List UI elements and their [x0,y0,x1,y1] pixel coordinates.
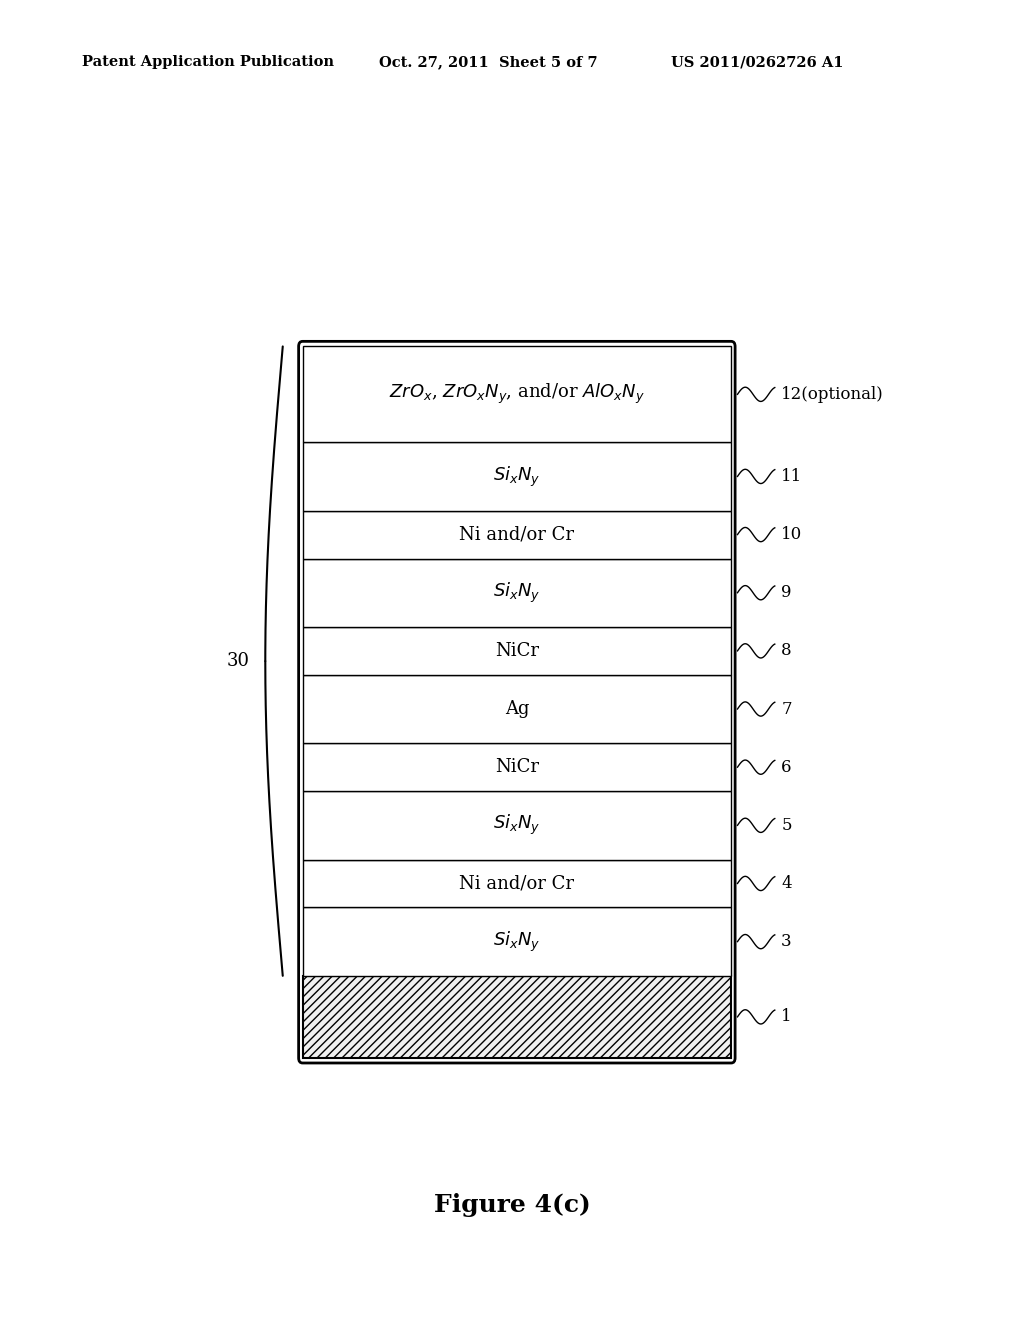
Text: Oct. 27, 2011  Sheet 5 of 7: Oct. 27, 2011 Sheet 5 of 7 [379,55,598,70]
Text: 4: 4 [781,875,792,892]
Text: 9: 9 [781,585,792,601]
Text: 8: 8 [781,643,792,660]
Text: Ag: Ag [505,700,529,718]
Text: 12(optional): 12(optional) [781,385,884,403]
Text: 3: 3 [781,933,792,950]
Bar [303,907,731,975]
Text: US 2011/0262726 A1: US 2011/0262726 A1 [671,55,843,70]
Text: Ni and/or Cr: Ni and/or Cr [460,874,574,892]
Bar [303,791,731,859]
Bar [303,627,731,675]
Text: NiCr: NiCr [495,758,539,776]
Text: $Si_xN_y$: $Si_xN_y$ [494,465,541,488]
Bar [303,346,731,442]
Text: Figure 4(c): Figure 4(c) [433,1193,591,1217]
Bar [303,675,731,743]
Bar [303,859,731,907]
Bar [303,511,731,558]
Text: 30: 30 [226,652,250,671]
Text: Ni and/or Cr: Ni and/or Cr [460,525,574,544]
Text: 11: 11 [781,467,803,484]
Text: $Si_xN_y$: $Si_xN_y$ [494,813,541,837]
Bar [303,975,731,1057]
Bar [303,558,731,627]
Text: 7: 7 [781,701,792,718]
Bar [303,442,731,511]
Text: $ZrO_x$, $ZrO_xN_y$, and/or $AlO_xN_y$: $ZrO_x$, $ZrO_xN_y$, and/or $AlO_xN_y$ [389,383,645,407]
Text: 1: 1 [781,1008,792,1026]
Text: Patent Application Publication: Patent Application Publication [82,55,334,70]
Text: 5: 5 [781,817,792,834]
Text: $Si_xN_y$: $Si_xN_y$ [494,581,541,605]
Text: $Si_xN_y$: $Si_xN_y$ [494,929,541,954]
Text: 6: 6 [781,759,792,776]
Text: NiCr: NiCr [495,642,539,660]
Bar [303,743,731,791]
Text: 10: 10 [781,527,803,543]
